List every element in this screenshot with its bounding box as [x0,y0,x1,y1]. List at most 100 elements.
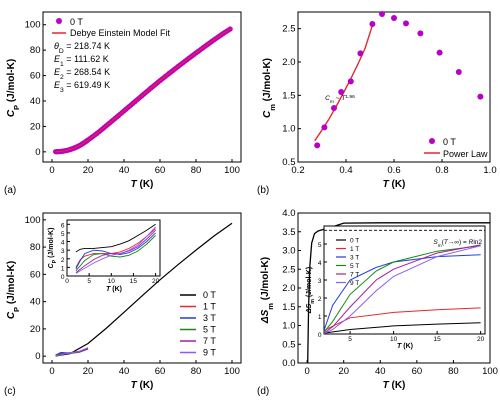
y-axis-label: CP (J/mol-K) [6,261,21,319]
data-point [417,30,424,37]
panel-b-ytick-label: 0.5 [282,157,295,168]
panel-c-xtick-label: 80 [191,366,202,377]
param-E1: E1 = 111.62 K [54,54,109,68]
panel-a-xtick-label: 40 [119,165,130,176]
panel-c-ytick-label: 80 [30,242,41,253]
panel-a-frame [42,11,242,163]
panel-c-inset-ytick-label: 2 [61,257,65,264]
panel-c-inset-xtick-label: 20 [152,278,160,285]
inset-line-9T [75,226,156,274]
legend-label: 0 T [443,137,456,147]
panel-d-ytick-label: 0.0 [282,358,295,369]
panel-b-xtick-label: 1.0 [483,165,496,176]
panel-b-ytick-label: 2.0 [282,57,295,68]
inset-line-0T [75,223,156,253]
inset-legend-label: 0 T [350,238,359,245]
x-axis-label: T (K) [131,179,154,190]
panel-d-inset-ytick-label: 3 [318,278,322,285]
data-point [347,78,354,85]
panel-c-inset-ytick-label: 5 [61,231,65,238]
y-axis-label: CP (J/mol-K) [6,59,21,117]
legend-marker-0T [56,18,62,24]
panel-d-inset-ytick-label: 4 [318,260,322,267]
inset-legend-label: 3 T [350,255,359,262]
data-point [379,11,385,17]
panel-c-inset-xtick-label: 0 [65,278,69,285]
legend-label: Debye Einstein Model Fit [70,28,171,38]
legend-marker-0T [429,138,435,144]
panel-b-xtick-label: 0.8 [435,165,448,176]
inset-legend-label: 5 T [350,263,359,270]
panel-c-frame [42,212,242,364]
data-point [357,50,364,57]
panel-a-xtick-label: 20 [83,165,94,176]
panel-d-xtick-label: 80 [448,366,459,377]
panel-c-xtick-label: 100 [224,366,240,377]
y-axis-label: Cm (J/mol-K) [262,58,277,118]
data-point [321,124,328,131]
y-axis-label: ΔSm (J/mol-K) [260,257,275,324]
inset-x-label: T (K) [106,286,122,293]
inset-line-5T [323,245,481,333]
panel-d-xtick-label: 100 [482,366,498,377]
panel-c-inset-xtick-label: 5 [87,278,91,285]
panel-c-xtick-label: 20 [83,366,94,377]
panel-d-xtick-label: 60 [412,366,423,377]
panel-a-ytick-label: 100 [25,20,41,31]
panel-d-ytick-label: 4.0 [282,208,295,219]
inset-legend-label: 9 T [350,280,359,287]
panel-d-ytick-label: 2.5 [282,264,295,275]
rln2-annotation: Sm(T→∞) = Rln2 [433,239,482,249]
panel-label: (a) [4,185,16,196]
legend-label: Power Law [443,149,488,159]
panel-c-inset-ytick-label: 6 [61,222,65,229]
panel-b-ytick-label: 1.0 [282,124,295,135]
param-E2: E2 = 268.54 K [54,67,110,81]
data-point [436,49,443,56]
data-point [391,15,397,21]
param-E3: E3 = 619.49 K [54,80,110,94]
panel-c-ytick-label: 60 [30,269,41,280]
panel-c-inset-ytick-label: 1 [61,265,65,272]
panel-label: (b) [257,185,269,196]
panel-a-ytick-label: 0 [35,147,40,158]
legend-label: 0 T [70,17,83,27]
panel-label: (d) [257,386,269,397]
panel-d-inset-xtick-label: 20 [477,336,485,343]
x-axis-label: T (K) [383,380,406,391]
legend-label: 1 T [203,302,216,312]
panel-d-ytick-label: 0.5 [282,339,295,350]
x-axis-label: T (K) [383,179,406,190]
panel-c-inset-ytick-label: 0 [61,274,65,281]
inset-y-label: CP (J/mol-K) [48,228,58,269]
series-line-0T [55,222,233,357]
data-point [314,142,321,149]
panel-d-inset-ytick-label: 2 [318,296,322,303]
param-thetaD: θD = 218.74 K [54,41,110,55]
panel-a-xtick-label: 100 [224,165,240,176]
x-axis-label: T (K) [131,380,154,391]
panel-d-inset-xtick-label: 15 [434,336,442,343]
data-point [338,89,345,95]
inset-line-0T [323,322,481,334]
panel-d-ytick-label: 3.5 [282,227,295,238]
inset-line-1T [323,307,481,331]
panel-d: 0 20 40 60 80 1000.00.51.01.52.02.53.03.54.05… [257,208,498,397]
panel-b-xtick-label: 0.2 [291,165,304,176]
panel-a-ytick-label: 80 [30,45,41,56]
panel-d-inset-xtick-label: 10 [390,336,398,343]
power-law-line [314,25,374,142]
panel-c-xtick-label: 40 [119,366,130,377]
inset-line-5T [75,235,156,272]
panel-b: 0.2 0.4 0.6 0.8 1.0 0.5 1.0 1.5 2.0 2.5 Cm ~ T1.96… [257,11,497,196]
panel-c-ytick-label: 0 [35,351,40,362]
series-line-9T [55,347,89,357]
panel-c-inset-ytick-label: 4 [61,240,65,247]
panel-d-xtick-label: 40 [375,366,386,377]
inset-line-7T [75,229,156,273]
panel-a-xtick-label: 60 [155,165,166,176]
legend-label: 7 T [203,336,216,346]
